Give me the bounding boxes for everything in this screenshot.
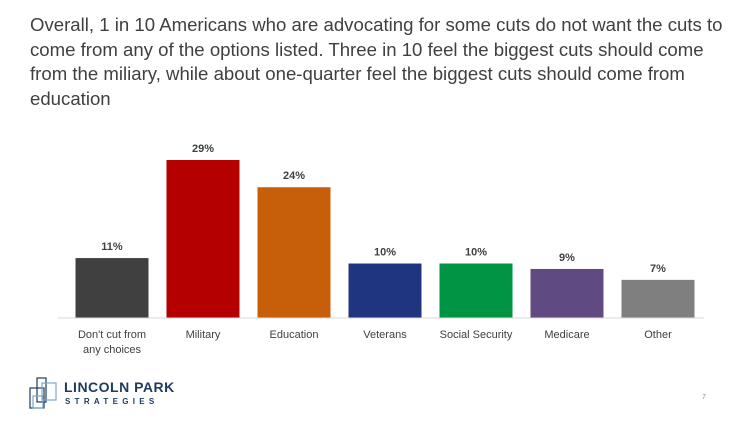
data-label: 11% <box>101 241 123 253</box>
category-label: Medicare <box>544 329 589 341</box>
bars-layer <box>75 160 695 318</box>
company-logo: LINCOLN PARK STRATEGIES <box>28 374 198 414</box>
data-label: 24% <box>283 170 305 182</box>
page-number: 7 <box>702 394 706 401</box>
data-label: 10% <box>465 247 487 259</box>
data-label: 29% <box>192 143 214 155</box>
data-label: 7% <box>650 263 666 275</box>
category-label: Education <box>270 329 319 341</box>
data-label: 10% <box>374 247 396 259</box>
slide-title: Overall, 1 in 10 Americans who are advoc… <box>30 14 723 109</box>
labels-layer: 11% Don't cut from any choices 29% Military 2… <box>78 143 672 356</box>
category-label: Military <box>186 329 221 341</box>
logo-name: LINCOLN PARK <box>64 379 175 395</box>
category-label: Don't cut from any choices <box>78 329 146 356</box>
bar <box>530 268 604 318</box>
bar <box>257 187 331 318</box>
bar <box>75 258 149 318</box>
bar <box>439 263 513 318</box>
category-label: Other <box>644 329 672 341</box>
category-label: Veterans <box>363 329 407 341</box>
bar <box>348 263 422 318</box>
bar <box>621 279 695 318</box>
logo-mark-icon <box>29 377 57 409</box>
bar <box>166 160 240 318</box>
data-label: 9% <box>559 252 575 264</box>
logo-tagline: STRATEGIES <box>65 397 159 406</box>
category-label: Social Security <box>440 329 513 341</box>
